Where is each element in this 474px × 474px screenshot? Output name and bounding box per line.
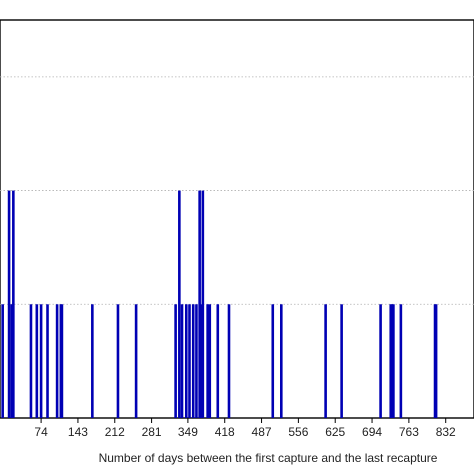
bar [7, 190, 11, 418]
x-tick-label: 694 [362, 425, 382, 439]
bar [55, 304, 59, 418]
x-tick-label: 143 [68, 425, 88, 439]
bar [178, 190, 181, 418]
bar [399, 304, 403, 418]
x-tick-label: 763 [399, 425, 419, 439]
bar [91, 304, 94, 418]
plot-area [0, 19, 474, 419]
bar [392, 304, 395, 418]
bar [195, 304, 198, 418]
bar [227, 304, 231, 418]
bar [191, 304, 195, 418]
x-tick-label: 349 [178, 425, 198, 439]
bar [39, 304, 43, 418]
bar [280, 304, 283, 418]
x-tick-label: 418 [215, 425, 235, 439]
bar [199, 304, 203, 418]
bar [10, 304, 14, 418]
x-tick-label: 832 [436, 425, 456, 439]
bar [201, 190, 205, 418]
bar [340, 304, 343, 418]
bar [46, 304, 49, 418]
bar [188, 304, 191, 418]
x-tick-label: 487 [252, 425, 272, 439]
x-tick-label: 556 [288, 425, 308, 439]
bar [206, 304, 209, 418]
bar [271, 304, 275, 418]
bar [1, 304, 4, 418]
bar [116, 304, 120, 418]
bar [180, 304, 184, 418]
x-ticks: 74 143 212 281 349 418 487 556 625 694 763 832 [34, 418, 456, 439]
x-tick-label: 74 [34, 425, 48, 439]
bar [324, 304, 327, 418]
x-tick-label: 281 [142, 425, 162, 439]
bar [29, 304, 33, 418]
bars [1, 190, 438, 418]
x-tick-label: 625 [325, 425, 345, 439]
bar [434, 304, 438, 418]
bar [60, 304, 64, 418]
bar [35, 304, 39, 418]
bar [174, 304, 177, 418]
bar [216, 304, 220, 418]
bar [198, 190, 201, 418]
bar [12, 190, 15, 418]
bar [184, 304, 188, 418]
bar [390, 304, 394, 418]
bar [208, 304, 212, 418]
bar [379, 304, 382, 418]
bar [134, 304, 138, 418]
x-axis-title: Number of days between the first capture… [99, 451, 438, 465]
x-tick-label: 212 [105, 425, 125, 439]
